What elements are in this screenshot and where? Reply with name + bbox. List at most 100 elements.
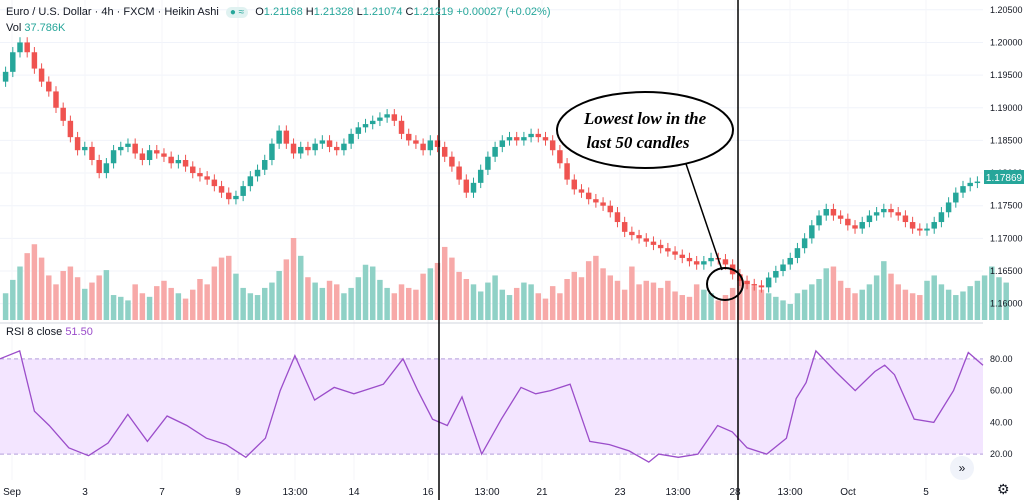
time-tick-label: 3 [82,487,88,498]
candle-body [881,208,887,213]
volume-bar [226,255,232,320]
volume-bar [405,287,412,320]
candle-body [485,156,491,170]
time-tick-label: 5 [923,487,929,498]
candle-body [377,117,383,121]
volume-legend[interactable]: Vol 37.786K [6,22,65,34]
exchange-label: FXCM [123,6,155,18]
volume-bar [463,279,470,320]
volume-bar [578,277,585,320]
volume-bar [722,295,729,320]
volume-bar [175,293,182,320]
last-price-label: 1.17869 [986,173,1023,184]
wave-icon[interactable]: ● ≈ [225,7,249,18]
price-tick-label: 1.19000 [990,103,1023,113]
price-tick-label: 1.18500 [990,135,1023,145]
candle-body [369,120,376,125]
candle-body [801,238,808,249]
price-tick-label: 1.19500 [990,70,1023,80]
rsi-series-line [0,349,984,463]
close-value: 1.21219 [413,6,454,18]
candle-body [492,146,498,157]
candle-body [823,208,829,216]
volume-bar [154,286,160,320]
volume-bar [470,284,477,320]
candle-body [521,137,527,141]
volume-bar [917,295,923,320]
candle-body [240,186,246,196]
volume-bar [981,275,988,320]
volume-bar [780,300,786,320]
volume-bar [89,282,95,320]
candle-body [765,277,772,288]
volume-bar [53,284,59,320]
volume-bar [197,279,203,320]
price-axis[interactable]: 1.205001.200001.195001.190001.185001.180… [990,5,1023,309]
candle-body [96,160,102,174]
candle-body [276,130,282,144]
volume-bar [269,282,275,320]
candle-body [657,244,664,249]
volume-bar [449,257,455,320]
rsi-axis[interactable]: 80.00 60.00 40.00 20.00 [990,354,1013,459]
candle-body [737,274,743,281]
candle-body [773,271,779,278]
volume-bar [614,280,621,320]
volume-bar [10,279,16,320]
candle-body [67,120,74,138]
candle-body [528,133,534,138]
volume-bar [744,280,750,320]
rsi-legend[interactable]: RSI 8 close 51.50 [6,326,93,338]
candle-body [341,143,347,151]
volume-bar [46,275,52,320]
candle-body [391,114,398,121]
volume-bar [737,275,743,320]
time-tick-label: 23 [614,487,626,498]
candle-body [960,186,966,193]
volume-bar [996,277,1002,320]
gear-icon[interactable]: ⚙ [997,481,1010,497]
volume-bar [118,296,124,320]
candle-body [190,166,196,174]
volume-bar [679,295,685,320]
volume-bar [571,271,578,320]
volume-bar [240,287,246,320]
time-tick-label: 7 [159,487,165,498]
symbol-name[interactable]: Euro / U.S. Dollar [6,6,92,18]
volume-bar [384,287,390,320]
time-tick-label: 28 [729,487,741,498]
candle-body [434,140,441,147]
candle-body [46,81,52,92]
candle-body [470,182,477,193]
volume-bar [621,289,628,320]
candle-body [593,199,599,203]
candle-body [218,186,225,193]
candle-body [168,156,174,164]
time-tick-label: 21 [536,487,548,498]
time-tick-label: Sep [3,487,21,498]
scroll-to-realtime-button[interactable]: » [950,456,974,480]
chart-style-label: Heikin Ashi [164,6,219,18]
candle-body [233,195,239,200]
candle-body [945,202,952,213]
price-tick-label: 1.16000 [990,299,1023,309]
volume-bar [319,287,326,320]
volume-bar [82,288,88,320]
candle-body [564,163,570,180]
volume-bar [132,284,138,320]
interval-label[interactable]: 4h [101,6,114,18]
candlesticks [2,37,981,293]
symbol-legend[interactable]: Euro / U.S. Dollar · 4h · FXCM · Heikin … [6,6,551,18]
volume-bar [629,266,635,320]
time-axis[interactable]: Sep 3 7 9 13:00 14 16 13:00 21 23 13:00 28 13:00 Oct 5 [3,487,929,498]
low-value: 1.21074 [362,6,403,18]
volume-bar [506,295,513,320]
volume-bar [830,266,837,320]
volume-bar [607,275,614,320]
candle-body [82,146,88,151]
candle-body [477,169,484,183]
vol-value: 37.786K [24,22,66,34]
candle-body [672,251,678,255]
candle-body [693,261,700,265]
